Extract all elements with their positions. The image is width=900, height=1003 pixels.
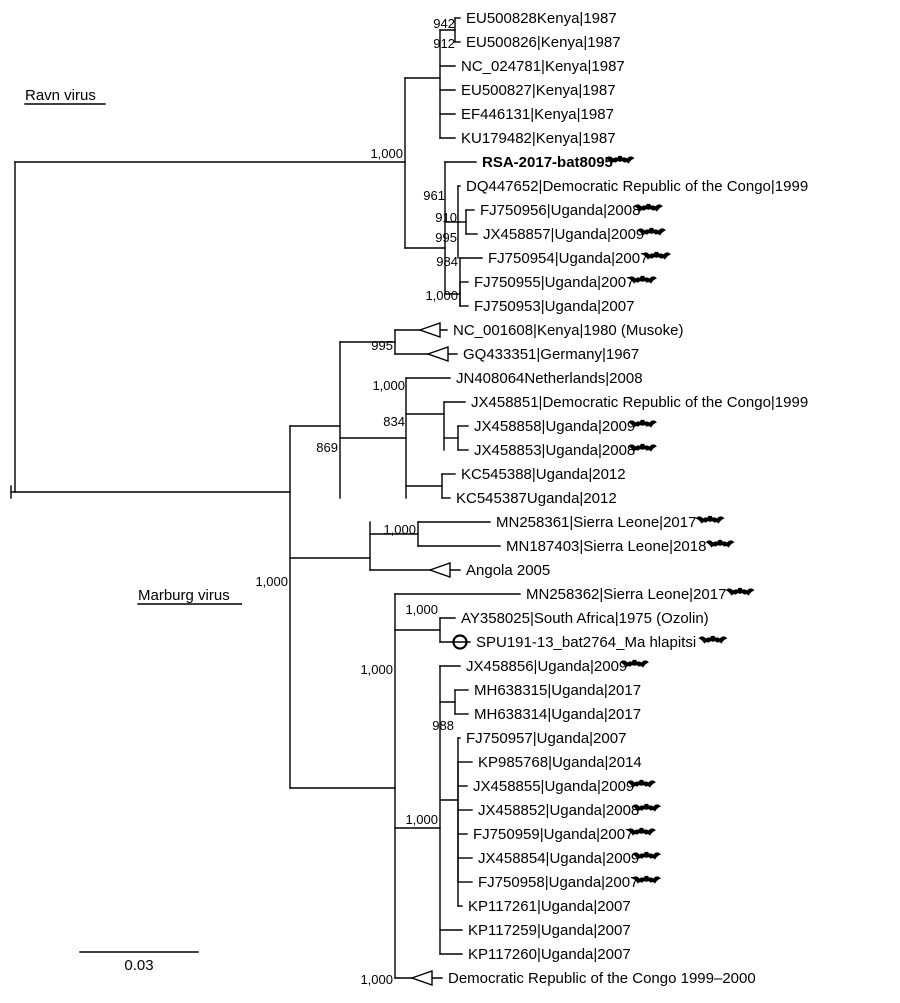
tip-label: JX458852|Uganda|2008 (478, 802, 639, 819)
tip-label: JX458851|Democratic Republic of the Cong… (471, 394, 808, 411)
bootstrap-label: 1,000 (255, 574, 288, 589)
tip-label: JX458855|Uganda|2009 (473, 778, 634, 795)
tip-label: KP117261|Uganda|2007 (468, 898, 631, 915)
bootstrap-label: 869 (316, 440, 338, 455)
tip-label: MN187403|Sierra Leone|2018 (506, 538, 706, 555)
tip-label: NC_001608|Kenya|1980 (Musoke) (453, 322, 683, 339)
bootstrap-label: 942 (433, 16, 455, 31)
bootstrap-label: 1,000 (405, 602, 438, 617)
bootstrap-label: 1,000 (372, 378, 405, 393)
tip-label: DQ447652|Democratic Republic of the Cong… (466, 178, 808, 195)
bootstrap-label: 984 (436, 254, 458, 269)
tip-label: MH638314|Uganda|2017 (474, 706, 641, 723)
bootstrap-label: 995 (435, 230, 457, 245)
phylogenetic-tree: EU500828Kenya|1987 EU500826|Kenya|1987 NC_… (0, 0, 900, 1003)
tip-label: JN408064Netherlands|2008 (456, 370, 643, 387)
tip-label: JX458856|Uganda|2009 (466, 658, 627, 675)
tip-label: MN258361|Sierra Leone|2017 (496, 514, 696, 531)
bootstrap-label: 1,000 (405, 812, 438, 827)
tip-label: EU500827|Kenya|1987 (461, 82, 616, 99)
bootstrap-label: 912 (433, 36, 455, 51)
bootstrap-label: 834 (383, 414, 405, 429)
tip-label: NC_024781|Kenya|1987 (461, 58, 625, 75)
tip-label: KC545388|Uganda|2012 (461, 466, 626, 483)
bootstrap-label: 995 (371, 338, 393, 353)
tip-label: JX458858|Uganda|2009 (474, 418, 635, 435)
tip-label: SPU191-13_bat2764_Ma hlapitsi (476, 634, 696, 651)
tip-label: KP117260|Uganda|2007 (468, 946, 631, 963)
tip-label: JX458854|Uganda|2009 (478, 850, 639, 867)
tip-label: MH638315|Uganda|2017 (474, 682, 641, 699)
tip-label: KP985768|Uganda|2014 (478, 754, 642, 771)
tip-label: FJ750953|Uganda|2007 (474, 298, 634, 315)
tip-label: FJ750959|Uganda|2007 (473, 826, 633, 843)
tip-label: JX458853|Uganda|2008 (474, 442, 635, 459)
tip-label: FJ750954|Uganda|2007 (488, 250, 648, 267)
bootstrap-label: 988 (432, 718, 454, 733)
tip-label: RSA-2017-bat8095 (482, 154, 613, 171)
bootstrap-label: 1,000 (370, 146, 403, 161)
bootstrap-label: 1,000 (383, 522, 416, 537)
bootstrap-label: 1,000 (360, 972, 393, 987)
tip-label: GQ433351|Germany|1967 (463, 346, 639, 363)
tip-label: EF446131|Kenya|1987 (461, 106, 614, 123)
tip-label: AY358025|South Africa|1975 (Ozolin) (461, 610, 709, 627)
bootstrap-label: 1,000 (425, 288, 458, 303)
clade-label: Ravn virus (25, 87, 96, 104)
clade-label: Marburg virus (138, 587, 230, 604)
tip-label: KU179482|Kenya|1987 (461, 130, 616, 147)
tip-label: FJ750957|Uganda|2007 (466, 730, 626, 747)
bootstrap-label: 910 (435, 210, 457, 225)
tip-label: KP117259|Uganda|2007 (468, 922, 631, 939)
tip-label: FJ750956|Uganda|2008 (480, 202, 640, 219)
tip-label: KC545387Uganda|2012 (456, 490, 617, 507)
tip-label: Angola 2005 (466, 562, 550, 579)
tip-label: FJ750958|Uganda|2007 (478, 874, 638, 891)
scale-bar-label: 0.03 (124, 957, 153, 974)
tip-label: JX458857|Uganda|2009 (483, 226, 644, 243)
tip-label: Democratic Republic of the Congo 1999–20… (448, 970, 756, 987)
bootstrap-label: 1,000 (360, 662, 393, 677)
tip-label: EU500828Kenya|1987 (466, 10, 617, 27)
bootstrap-label: 961 (423, 188, 445, 203)
tip-label: EU500826|Kenya|1987 (466, 34, 621, 51)
tip-label: FJ750955|Uganda|2007 (474, 274, 634, 291)
tip-label: MN258362|Sierra Leone|2017 (526, 586, 726, 603)
